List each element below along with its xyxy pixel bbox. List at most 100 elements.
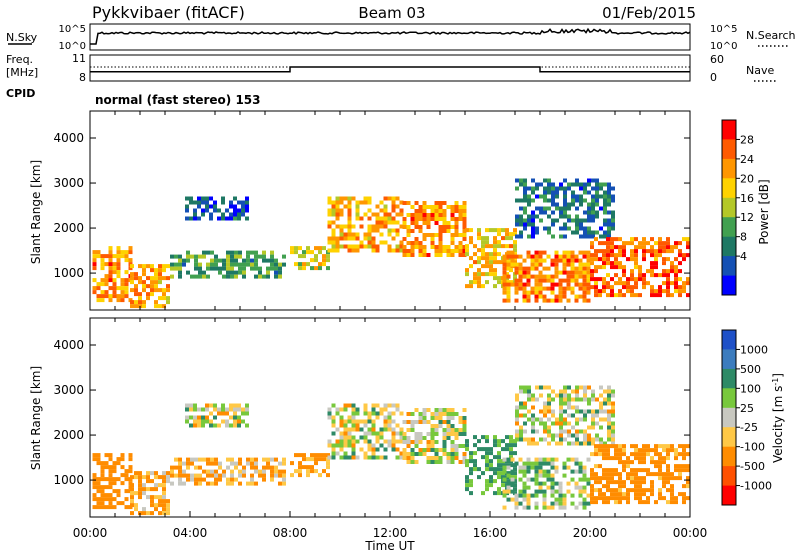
heatmap-cell bbox=[614, 444, 618, 449]
heatmap-cell bbox=[662, 444, 666, 449]
heatmap-cell bbox=[563, 429, 567, 434]
colorbar-swatch bbox=[722, 407, 736, 428]
heatmap-cell bbox=[395, 204, 400, 209]
x-tick-label: 00:00 bbox=[673, 526, 708, 540]
heatmap-cell bbox=[399, 455, 404, 460]
heatmap-cell bbox=[112, 254, 117, 259]
heatmap-cell bbox=[462, 424, 467, 428]
heatmap-cell bbox=[582, 278, 587, 283]
heatmap-cell bbox=[489, 475, 493, 480]
heatmap-cell bbox=[505, 447, 509, 452]
heatmap-cell bbox=[606, 273, 610, 278]
heatmap-cell bbox=[650, 265, 654, 270]
heatmap-cell bbox=[230, 477, 234, 482]
heatmap-cell bbox=[485, 228, 489, 233]
heatmap-cell bbox=[225, 216, 229, 221]
heatmap-cell bbox=[446, 416, 451, 420]
heatmap-cell bbox=[462, 253, 467, 257]
heatmap-cell bbox=[493, 467, 497, 472]
heatmap-cell bbox=[607, 429, 611, 434]
heatmap-cell bbox=[527, 234, 531, 239]
heatmap-cell bbox=[254, 274, 258, 279]
heatmap-cell bbox=[434, 233, 439, 237]
heatmap-cell bbox=[510, 489, 515, 494]
heatmap-cell bbox=[347, 443, 352, 448]
heatmap-cell bbox=[202, 469, 206, 474]
heatmap-cell bbox=[339, 455, 344, 460]
heatmap-cell bbox=[558, 501, 563, 506]
heatmap-cell bbox=[351, 439, 356, 444]
heatmap-cell bbox=[662, 460, 666, 465]
heatmap-cell bbox=[430, 444, 435, 448]
heatmap-cell bbox=[402, 253, 407, 257]
heatmap-cell bbox=[465, 443, 469, 448]
heatmap-cell bbox=[493, 276, 497, 281]
heatmap-cell bbox=[108, 481, 113, 486]
heatmap-cell bbox=[399, 431, 404, 436]
heatmap-cell bbox=[574, 266, 579, 271]
heatmap-cell bbox=[554, 457, 559, 462]
heatmap-cell bbox=[158, 499, 162, 504]
heatmap-cell bbox=[527, 417, 531, 422]
heatmap-cell bbox=[599, 234, 603, 239]
heatmap-cell bbox=[622, 496, 626, 501]
heatmap-cell bbox=[682, 281, 686, 286]
heatmap-cell bbox=[567, 421, 571, 426]
heatmap-cell bbox=[489, 467, 493, 472]
heatmap-cell bbox=[538, 254, 543, 259]
heatmap-cell bbox=[318, 457, 322, 462]
heatmap-cell bbox=[518, 286, 523, 291]
heatmap-cell bbox=[278, 473, 282, 478]
heatmap-cell bbox=[611, 226, 615, 231]
heatmap-cell bbox=[626, 500, 630, 505]
heatmap-cell bbox=[502, 282, 507, 287]
heatmap-cell bbox=[270, 473, 274, 478]
heatmap-cell bbox=[626, 257, 630, 262]
heatmap-cell bbox=[230, 250, 234, 255]
heatmap-cell bbox=[194, 262, 198, 267]
heatmap-cell bbox=[371, 228, 376, 233]
heatmap-cell bbox=[442, 448, 447, 452]
heatmap-cell bbox=[630, 472, 634, 477]
heatmap-cell bbox=[489, 272, 493, 277]
heatmap-cell bbox=[618, 448, 622, 453]
heatmap-cell bbox=[485, 435, 489, 440]
heatmap-cell bbox=[539, 218, 543, 223]
heatmap-cell bbox=[266, 258, 270, 263]
heatmap-cell bbox=[96, 457, 101, 462]
heatmap-cell bbox=[509, 475, 513, 480]
heatmap-cell bbox=[327, 208, 332, 213]
heatmap-cell bbox=[602, 253, 606, 258]
heatmap-cell bbox=[343, 407, 348, 412]
heatmap-cell bbox=[206, 481, 210, 486]
heatmap-cell bbox=[233, 419, 237, 424]
heatmap-cell bbox=[450, 460, 455, 464]
heatmap-cell bbox=[531, 425, 535, 430]
heatmap-cell bbox=[515, 417, 519, 422]
heatmap-cell bbox=[497, 276, 501, 281]
heatmap-cell bbox=[622, 480, 626, 485]
heatmap-cell bbox=[186, 258, 190, 263]
heatmap-cell bbox=[526, 266, 531, 271]
heatmap-cell bbox=[534, 274, 539, 279]
heatmap-cell bbox=[120, 254, 125, 259]
heatmap-cell bbox=[513, 276, 517, 281]
heatmap-cell bbox=[274, 457, 278, 462]
heatmap-cell bbox=[477, 256, 481, 261]
heatmap-cell bbox=[493, 248, 497, 253]
heatmap-cell bbox=[335, 200, 340, 205]
heatmap-cell bbox=[481, 447, 485, 452]
heatmap-cell bbox=[559, 413, 563, 418]
heatmap-cell bbox=[477, 232, 481, 237]
heatmap-cell bbox=[250, 481, 254, 486]
heatmap-cell bbox=[414, 440, 419, 444]
heatmap-cell bbox=[534, 481, 539, 486]
heatmap-cell bbox=[522, 481, 527, 486]
heatmap-cell bbox=[186, 254, 190, 259]
heatmap-cell bbox=[150, 503, 154, 508]
heatmap-cell bbox=[209, 403, 213, 408]
heatmap-cell bbox=[622, 444, 626, 449]
heatmap-cell bbox=[201, 212, 205, 217]
heatmap-cell bbox=[607, 222, 611, 227]
